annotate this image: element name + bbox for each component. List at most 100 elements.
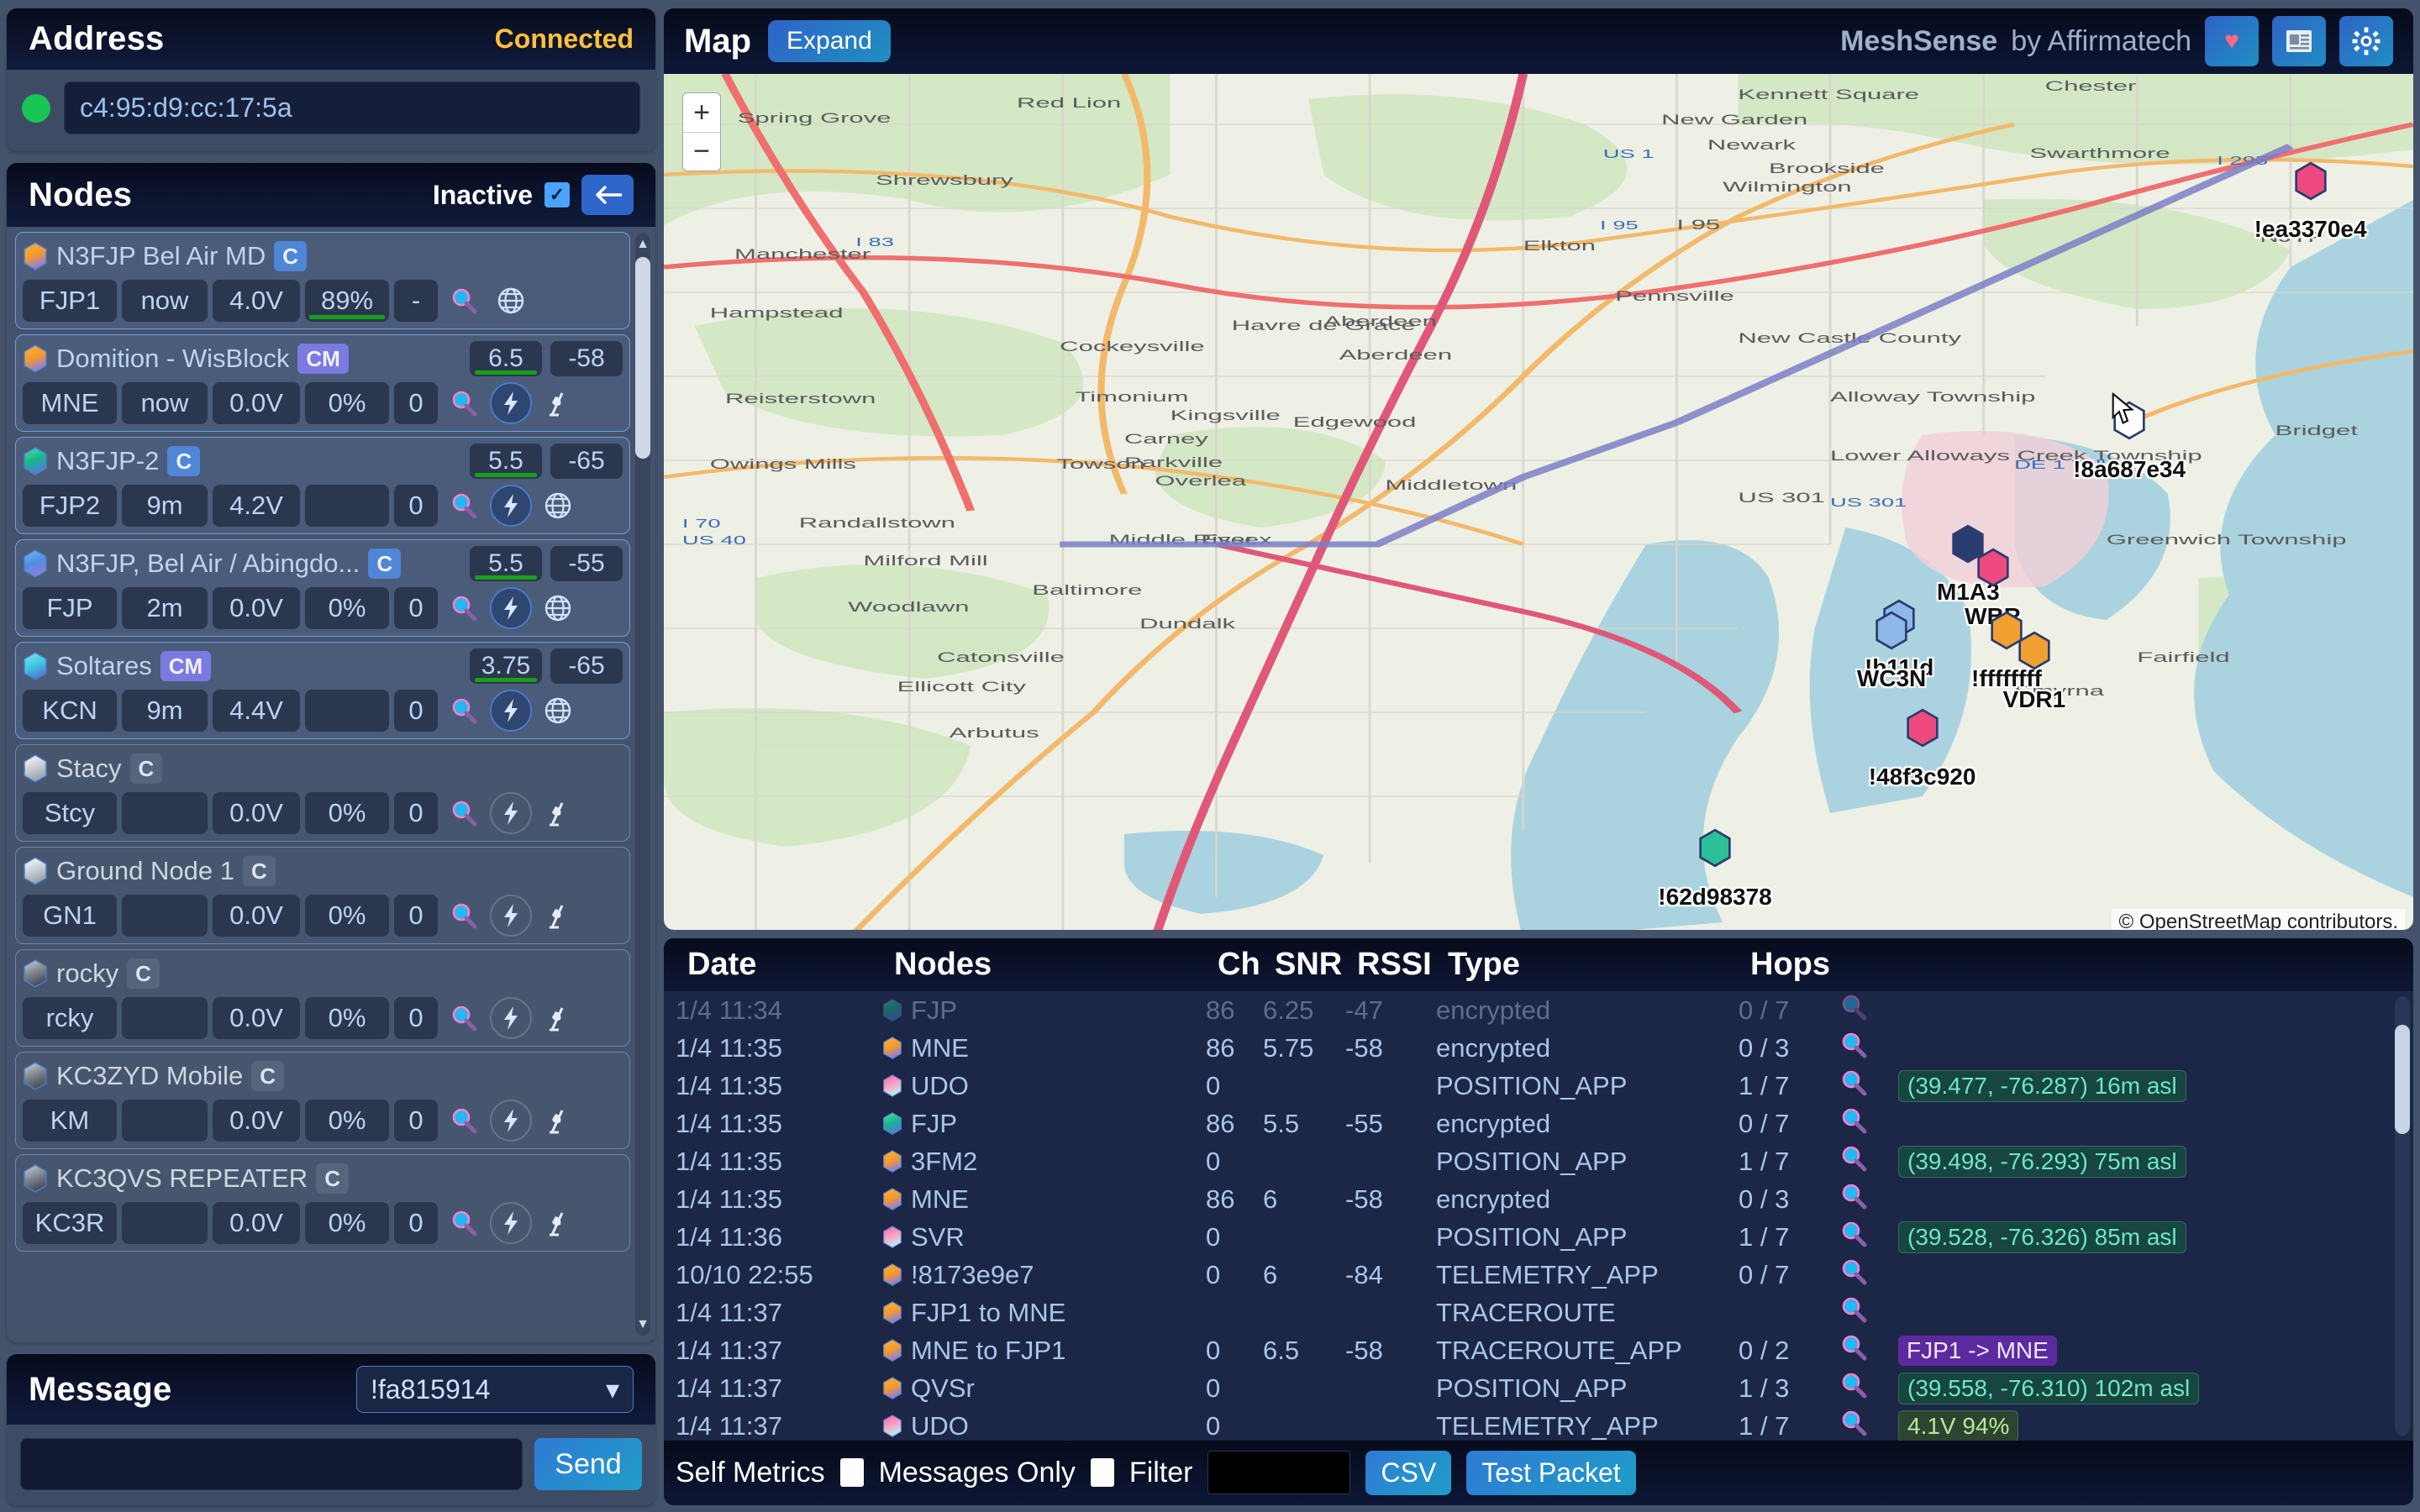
globe-icon[interactable] [544, 491, 572, 520]
node-channel-tag[interactable]: C [274, 241, 307, 271]
search-icon[interactable] [450, 594, 478, 622]
search-icon[interactable] [1839, 1371, 1868, 1399]
row-inspect-button[interactable] [1839, 1144, 1898, 1179]
bolt-icon[interactable] [500, 1005, 522, 1032]
filter-input[interactable] [1207, 1451, 1351, 1495]
row-inspect-button[interactable] [1839, 1257, 1898, 1293]
node-row[interactable]: Domition - WisBlock CM 6.5 -58 MNE now 0.0V 0% 0 [15, 334, 630, 432]
search-icon[interactable] [1839, 1257, 1868, 1286]
map-marker[interactable] [2018, 632, 2051, 675]
antenna-icon[interactable] [545, 1107, 571, 1134]
globe-icon[interactable] [497, 286, 525, 315]
row-node[interactable]: MNE [882, 1033, 1206, 1063]
row-node[interactable]: UDO [882, 1071, 1206, 1101]
self-metrics-checkbox[interactable] [839, 1458, 864, 1488]
node-row[interactable]: N3FJP Bel Air MD C FJP1 now 4.0V 89% - [15, 232, 630, 329]
node-row[interactable]: Ground Node 1 C GN1 0.0V 0% 0 [15, 847, 630, 944]
node-bolt-button[interactable] [490, 792, 532, 834]
bolt-icon[interactable] [500, 390, 522, 417]
search-icon[interactable] [1839, 1409, 1868, 1437]
row-node[interactable]: 3FM2 [882, 1147, 1206, 1177]
node-search-button[interactable] [443, 895, 485, 937]
node-globe-button[interactable] [537, 690, 579, 732]
node-row[interactable]: KC3ZYD Mobile C KM 0.0V 0% 0 [15, 1052, 630, 1149]
search-icon[interactable] [450, 901, 478, 930]
map-marker-icon[interactable] [1906, 708, 1939, 748]
node-channel-tag[interactable]: CM [160, 651, 212, 681]
send-button[interactable]: Send [534, 1438, 642, 1490]
node-search-button[interactable] [443, 587, 485, 629]
bolt-icon[interactable] [500, 800, 522, 827]
node-search-button[interactable] [443, 1100, 485, 1142]
globe-icon[interactable] [544, 696, 572, 725]
table-row[interactable]: 1/4 11:37 QVSr 0 POSITION_APP 1 / 3 (39.558, … [664, 1369, 2413, 1407]
expand-map-button[interactable]: Expand [768, 20, 891, 62]
nodes-scroll-thumb[interactable] [635, 257, 650, 459]
map-marker-icon[interactable] [2018, 632, 2051, 670]
node-bolt-button[interactable] [490, 997, 532, 1039]
node-row[interactable]: N3FJP-2 C 5.5 -65 FJP2 9m 4.2V 0 [15, 437, 630, 534]
node-antenna-button[interactable] [537, 1202, 579, 1244]
csv-button[interactable]: CSV [1365, 1450, 1452, 1495]
node-antenna-button[interactable] [537, 895, 579, 937]
zoom-out-button[interactable]: − [683, 132, 720, 171]
node-bolt-button[interactable] [490, 690, 532, 732]
table-row[interactable]: 1/4 11:36 SVR 0 POSITION_APP 1 / 7 (39.528, -… [664, 1218, 2413, 1256]
antenna-icon[interactable] [545, 390, 571, 417]
packet-log-scroll-thumb[interactable] [2395, 1025, 2410, 1135]
search-icon[interactable] [450, 1004, 478, 1032]
node-search-button[interactable] [443, 690, 485, 732]
zoom-in-button[interactable]: + [693, 96, 710, 129]
table-row[interactable]: 1/4 11:35 MNE 86 5.75 -58 encrypted 0 / 3 [664, 1029, 2413, 1067]
row-inspect-button[interactable] [1839, 1031, 1898, 1066]
collapse-sidebar-button[interactable] [581, 175, 634, 215]
row-inspect-button[interactable] [1839, 1409, 1898, 1441]
search-icon[interactable] [1839, 1220, 1868, 1248]
node-channel-tag[interactable]: C [129, 753, 163, 784]
node-row[interactable]: KC3QVS REPEATER C KC3R 0.0V 0% 0 [15, 1154, 630, 1252]
test-packet-button[interactable]: Test Packet [1466, 1450, 1636, 1495]
row-node[interactable]: FJP1 to MNE [882, 1298, 1206, 1328]
node-search-button[interactable] [443, 382, 485, 424]
map-marker[interactable] [1990, 611, 2023, 654]
node-antenna-button[interactable] [537, 997, 579, 1039]
search-icon[interactable] [1839, 1031, 1868, 1059]
search-icon[interactable] [1839, 1182, 1868, 1210]
messages-only-checkbox[interactable] [1090, 1458, 1114, 1488]
donate-button[interactable]: ♥ [2205, 16, 2259, 66]
row-node[interactable]: UDO [882, 1411, 1206, 1441]
search-icon[interactable] [1839, 1295, 1868, 1324]
search-icon[interactable] [1839, 1068, 1868, 1097]
node-bolt-button[interactable] [490, 1202, 532, 1244]
row-node[interactable]: SVR [882, 1222, 1206, 1252]
table-row[interactable]: 1/4 11:37 FJP1 to MNE TRACEROUTE [664, 1294, 2413, 1331]
table-row[interactable]: 1/4 11:35 MNE 86 6 -58 encrypted 0 / 3 [664, 1180, 2413, 1218]
inactive-checkbox[interactable]: ✓ [544, 182, 570, 207]
row-node[interactable]: !8173e9e7 [882, 1260, 1206, 1290]
row-inspect-button[interactable] [1839, 993, 1898, 1028]
table-row[interactable]: 1/4 11:35 3FM2 0 POSITION_APP 1 / 7 (39.498, … [664, 1142, 2413, 1180]
node-channel-tag[interactable]: C [127, 958, 160, 989]
node-globe-button[interactable] [537, 485, 579, 527]
node-antenna-button[interactable] [537, 382, 579, 424]
node-search-button[interactable] [443, 485, 485, 527]
node-bolt-button[interactable] [490, 485, 532, 527]
search-icon[interactable] [450, 491, 478, 520]
scroll-up-icon[interactable]: ▲ [636, 237, 650, 251]
antenna-icon[interactable] [545, 902, 571, 929]
node-channel-tag[interactable]: C [368, 549, 402, 579]
row-inspect-button[interactable] [1839, 1371, 1898, 1406]
settings-button[interactable] [2339, 16, 2393, 66]
node-bolt-button[interactable] [490, 1100, 532, 1142]
map-marker-icon[interactable] [1875, 611, 1908, 649]
search-icon[interactable] [450, 696, 478, 725]
node-bolt-button[interactable] [490, 382, 532, 424]
map-marker[interactable] [1976, 548, 2010, 591]
row-node[interactable]: QVSr [882, 1373, 1206, 1404]
antenna-icon[interactable] [545, 1210, 571, 1236]
row-inspect-button[interactable] [1839, 1333, 1898, 1368]
map-marker-icon[interactable] [1990, 611, 2023, 649]
map-marker[interactable] [1698, 828, 1732, 871]
bolt-icon[interactable] [500, 697, 522, 724]
